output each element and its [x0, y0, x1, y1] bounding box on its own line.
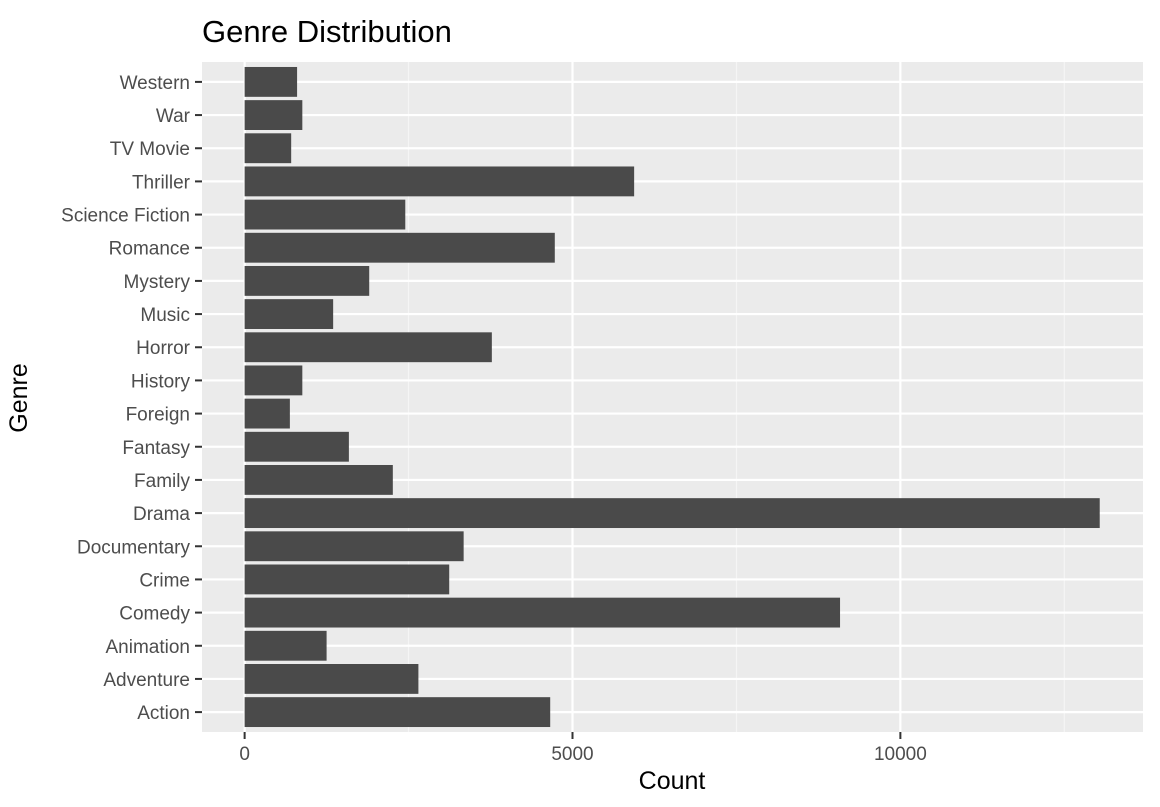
bar: [244, 431, 349, 462]
bar: [244, 232, 555, 263]
bar: [244, 531, 464, 562]
plot-panel: [202, 62, 1143, 732]
y-tick-label: Science Fiction: [61, 206, 190, 227]
bar: [244, 664, 419, 694]
bar: [244, 166, 635, 197]
bar: [244, 265, 370, 296]
y-tick-label: Western: [120, 73, 190, 94]
y-tick-label: Fantasy: [122, 438, 190, 459]
y-tick-label: TV Movie: [110, 139, 190, 160]
y-tick-label: Documentary: [77, 537, 190, 558]
y-tick-label: Adventure: [103, 670, 190, 691]
y-tick-label: Romance: [109, 239, 190, 260]
chart-title: Genre Distribution: [202, 14, 452, 49]
bar: [244, 299, 334, 330]
y-tick-label: Mystery: [124, 272, 191, 293]
bar: [244, 498, 1100, 529]
x-axis-ticks: 0 5000 10000: [239, 732, 927, 765]
y-axis-title: Genre: [5, 363, 33, 432]
y-tick-label: Family: [134, 471, 190, 492]
bar: [244, 100, 303, 130]
x-tick-label: 0: [239, 744, 250, 765]
bar: [244, 564, 450, 595]
bar: [244, 597, 841, 628]
bar: [244, 133, 292, 164]
y-tick-label: Foreign: [126, 405, 190, 426]
y-tick-label: Music: [140, 305, 190, 326]
y-tick-label: Horror: [136, 338, 191, 359]
y-tick-label: War: [156, 106, 191, 127]
bar: [244, 66, 298, 97]
bar: [244, 630, 327, 661]
y-tick-label: Crime: [139, 570, 190, 591]
bar: [244, 398, 290, 429]
x-axis-title: Count: [639, 767, 706, 795]
y-tick-label: Comedy: [119, 604, 190, 625]
y-tick-label: Action: [137, 703, 190, 724]
bar: [244, 199, 406, 230]
bars: [244, 66, 1100, 728]
x-tick-label: 10000: [874, 744, 927, 765]
y-tick-label: Thriller: [132, 172, 191, 193]
y-axis-ticks: Action Adventure Animation Comedy Crime Docum…: [61, 73, 202, 724]
bar: [244, 365, 303, 396]
bar: [244, 332, 492, 363]
bar: [244, 697, 551, 728]
bar: [244, 464, 393, 495]
y-tick-label: History: [131, 371, 191, 392]
x-tick-label: 5000: [551, 744, 593, 765]
y-tick-label: Animation: [106, 637, 191, 658]
y-tick-label: Drama: [133, 504, 190, 525]
